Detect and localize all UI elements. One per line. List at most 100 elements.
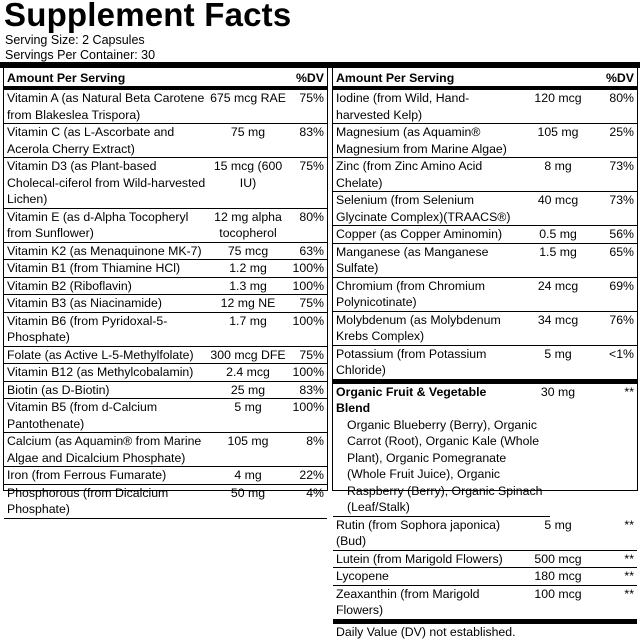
daily-value: 83%: [288, 382, 324, 399]
amount: 180 mcg: [518, 568, 598, 585]
daily-value: 100%: [288, 399, 324, 432]
title: Supplement Facts: [4, 0, 291, 34]
nutrient-name: Calcium (as Aquamin® from Marine Algae a…: [7, 433, 208, 466]
nutrient-name: Vitamin B2 (Riboflavin): [7, 278, 208, 295]
daily-value: 80%: [598, 90, 634, 123]
amount: 24 mcg: [518, 278, 598, 311]
nutrient-name: Chromium (from Chromium Polynicotinate): [336, 278, 518, 311]
nutrient-name: Folate (as Active L-5-Methylfolate): [7, 347, 208, 364]
amount: 75 mg: [208, 124, 288, 157]
amount: 2.4 mcg: [208, 364, 288, 381]
amount: 1.5 mg: [518, 244, 598, 277]
nutrient-name: Vitamin B12 (as Methylcobalamin): [7, 364, 208, 381]
amount: 5 mg: [518, 517, 598, 550]
nutrient-name: Vitamin K2 (as Menaquinone MK-7): [7, 243, 208, 260]
amount: 120 mcg: [518, 90, 598, 123]
daily-value: 83%: [288, 124, 324, 157]
nutrient-row: Phosphorous (from Dicalcium Phosphate)50…: [4, 485, 327, 519]
daily-value: **: [598, 551, 634, 568]
nutrient-name: Copper (as Copper Aminomin): [336, 226, 518, 243]
nutrient-name: Phosphorous (from Dicalcium Phosphate): [7, 485, 208, 518]
nutrient-row: Vitamin A (as Natural Beta Carotene from…: [4, 90, 327, 124]
daily-value: 8%: [288, 433, 324, 466]
nutrient-name: Iron (from Ferrous Fumarate): [7, 467, 208, 484]
nutrient-name: Potassium (from Potassium Chloride): [336, 346, 518, 379]
daily-value: 100%: [288, 260, 324, 277]
nutrient-row: Iodine (from Wild, Hand-harvested Kelp)1…: [333, 90, 637, 124]
daily-value: 63%: [288, 243, 324, 260]
nutrient-name: Zeaxanthin (from Marigold Flowers): [336, 586, 518, 619]
nutrient-name: Vitamin B1 (from Thiamine HCl): [7, 260, 208, 277]
nutrient-row: Selenium (from Selenium Glycinate Comple…: [333, 192, 637, 226]
nutrient-name: Biotin (as D-Biotin): [7, 382, 208, 399]
daily-value: **: [598, 517, 634, 550]
header-dv: %DV: [606, 70, 634, 86]
daily-value: 75%: [288, 158, 324, 208]
nutrient-row: Zeaxanthin (from Marigold Flowers)100 mc…: [333, 586, 637, 620]
column: Amount Per Serving%DV Vitamin A (as Natur…: [3, 68, 328, 491]
daily-value: 4%: [288, 485, 324, 518]
daily-value: 73%: [598, 158, 634, 191]
daily-value: 100%: [288, 364, 324, 381]
nutrient-name: Selenium (from Selenium Glycinate Comple…: [336, 192, 518, 225]
daily-value: 80%: [288, 209, 324, 242]
serving-size: Serving Size: 2 Capsules: [5, 33, 145, 47]
amount: 105 mg: [208, 433, 288, 466]
amount: 1.2 mg: [208, 260, 288, 277]
nutrient-name: Molybdenum (as Molybdenum Krebs Complex): [336, 312, 518, 345]
amount: 12 mg NE: [208, 295, 288, 312]
table-header: Amount Per Serving%DV: [4, 68, 327, 86]
daily-value: 73%: [598, 192, 634, 225]
nutrient-row: Vitamin E (as d-Alpha Tocopheryl from Su…: [4, 209, 327, 243]
nutrient-row: Folate (as Active L-5-Methylfolate)300 m…: [4, 347, 327, 365]
daily-value: 56%: [598, 226, 634, 243]
amount: 30 mg: [518, 384, 598, 417]
amount: 300 mcg DFE: [208, 347, 288, 364]
nutrient-name: Iodine (from Wild, Hand-harvested Kelp): [336, 90, 518, 123]
amount: 34 mcg: [518, 312, 598, 345]
nutrient-name: Vitamin A (as Natural Beta Carotene from…: [7, 90, 208, 123]
nutrient-row: Vitamin B6 (from Pyridoxal-5-Phosphate)1…: [4, 313, 327, 347]
footnote: Daily Value (DV) not established.: [333, 624, 637, 640]
amount: 12 mg alpha tocopherol: [208, 209, 288, 242]
nutrient-name: Zinc (from Zinc Amino Acid Chelate): [336, 158, 518, 191]
nutrient-name: Lutein (from Marigold Flowers): [336, 551, 518, 568]
nutrient-row: Molybdenum (as Molybdenum Krebs Complex)…: [333, 312, 637, 346]
column: Amount Per Serving%DV Iodine (from Wild, …: [332, 68, 638, 491]
table-header: Amount Per Serving%DV: [333, 68, 637, 86]
daily-value: 22%: [288, 467, 324, 484]
blend-ingredients: Organic Blueberry (Berry), Organic Carro…: [333, 417, 550, 517]
amount: 105 mg: [518, 124, 598, 157]
amount: 50 mg: [208, 485, 288, 518]
nutrient-row: Potassium (from Potassium Chloride)5 mg<…: [333, 346, 637, 380]
nutrient-name: Vitamin D3 (as Plant-based Cholecal-cife…: [7, 158, 208, 208]
amount: 5 mg: [208, 399, 288, 432]
nutrient-name: Vitamin C (as L-Ascorbate and Acerola Ch…: [7, 124, 208, 157]
daily-value: 25%: [598, 124, 634, 157]
nutrient-row: Vitamin B5 (from d-Calcium Pantothenate)…: [4, 399, 327, 433]
nutrient-name: Vitamin B6 (from Pyridoxal-5-Phosphate): [7, 313, 208, 346]
amount: 40 mcg: [518, 192, 598, 225]
nutrient-row: Vitamin D3 (as Plant-based Cholecal-cife…: [4, 158, 327, 209]
nutrient-row: Vitamin C (as L-Ascorbate and Acerola Ch…: [4, 124, 327, 158]
daily-value: 100%: [288, 278, 324, 295]
daily-value: 75%: [288, 347, 324, 364]
daily-value: **: [598, 568, 634, 585]
nutrient-name: Rutin (from Sophora japonica)(Bud): [336, 517, 518, 550]
amount: 500 mcg: [518, 551, 598, 568]
daily-value: 76%: [598, 312, 634, 345]
nutrient-name: Lycopene: [336, 568, 518, 585]
amount: 15 mcg (600 IU): [208, 158, 288, 208]
nutrient-name: Vitamin E (as d-Alpha Tocopheryl from Su…: [7, 209, 208, 242]
nutrient-name: Manganese (as Manganese Sulfate): [336, 244, 518, 277]
amount: 8 mg: [518, 158, 598, 191]
daily-value: **: [598, 586, 634, 619]
